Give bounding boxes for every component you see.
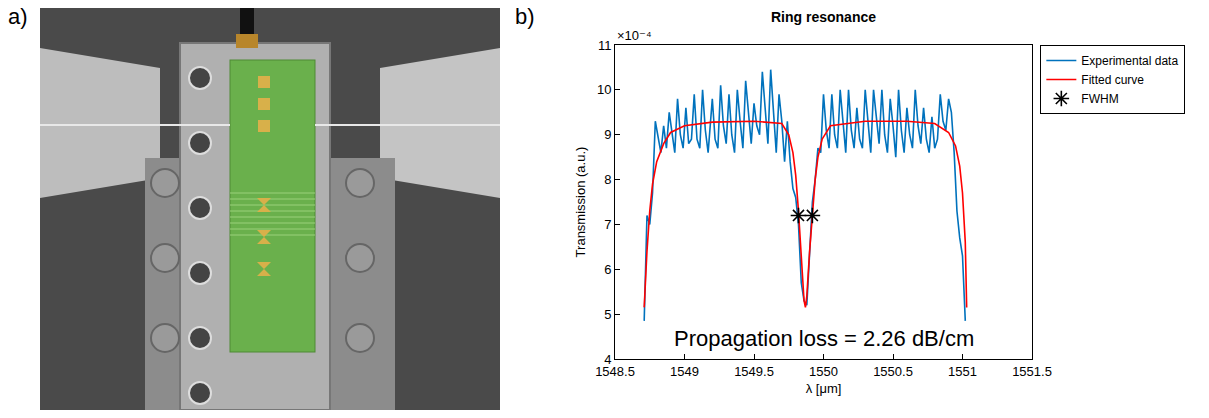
svg-text:10: 10 [597,82,611,97]
svg-text:1550.5: 1550.5 [873,364,913,379]
svg-text:Transmission (a.u.): Transmission (a.u.) [573,147,588,258]
html-text:a): a) [8,4,28,29]
svg-text:1549: 1549 [670,364,699,379]
svg-text:8: 8 [604,172,611,187]
svg-text:1550: 1550 [809,364,838,379]
svg-text:1551: 1551 [948,364,977,379]
html-text:b): b) [515,4,535,29]
svg-text:1551.5: 1551.5 [1012,364,1052,379]
svg-text:4: 4 [604,352,611,367]
svg-text:6: 6 [604,262,611,277]
svg-text:Experimental data: Experimental data [1081,54,1178,68]
svg-text:FWHM: FWHM [1081,92,1118,106]
svg-text:1549.5: 1549.5 [734,364,774,379]
svg-text:Propagation loss = 2.26 dB/cm: Propagation loss = 2.26 dB/cm [674,326,974,351]
svg-text:Ring resonance: Ring resonance [771,9,876,25]
svg-text:5: 5 [604,307,611,322]
svg-text:9: 9 [604,127,611,142]
svg-text:×10⁻⁴: ×10⁻⁴ [617,28,652,43]
svg-text:7: 7 [604,217,611,232]
svg-text:1548.5: 1548.5 [595,364,635,379]
svg-text:λ [μm]: λ [μm] [806,381,842,396]
svg-text:11: 11 [598,38,612,53]
svg-text:Fitted curve: Fitted curve [1081,73,1144,87]
